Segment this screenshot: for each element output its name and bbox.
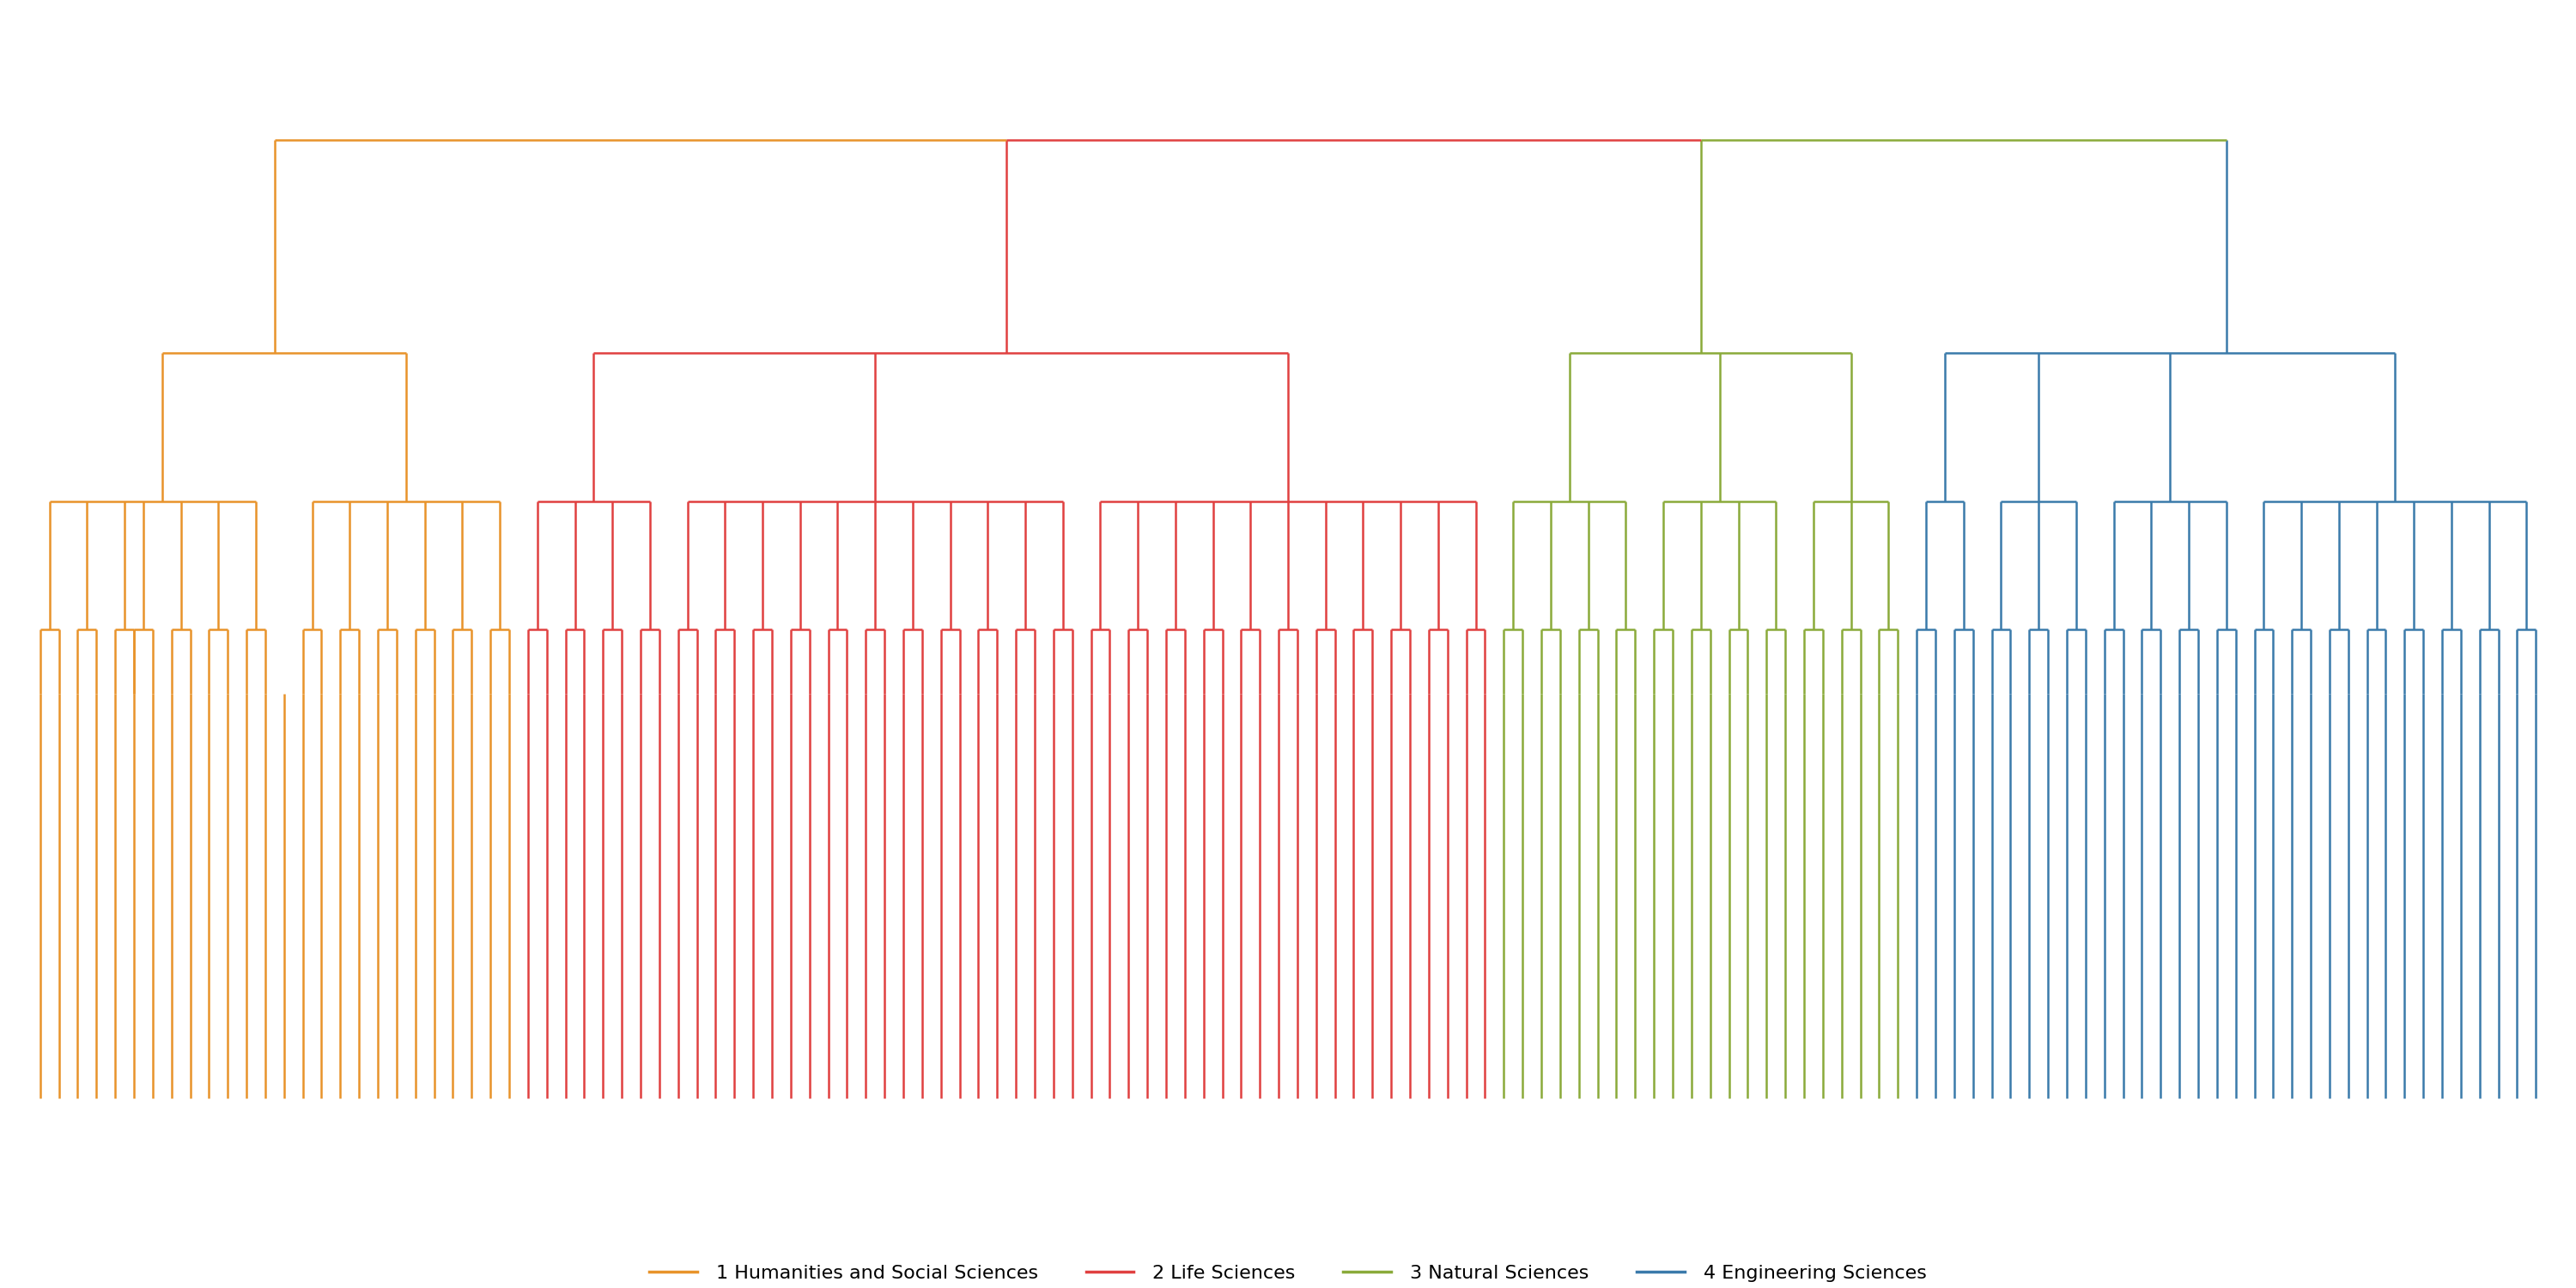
Legend: 1 Humanities and Social Sciences, 2 Life Sciences, 3 Natural Sciences, 4 Enginee: 1 Humanities and Social Sciences, 2 Life…: [641, 1257, 1935, 1288]
